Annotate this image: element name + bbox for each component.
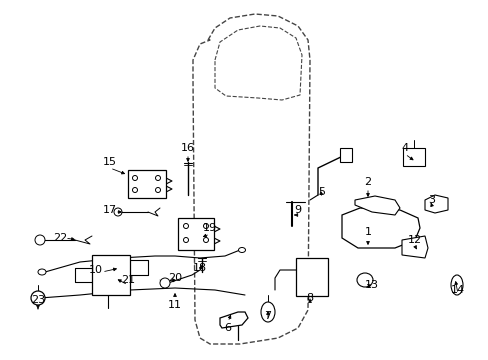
Circle shape	[155, 175, 160, 180]
Text: 17: 17	[103, 205, 117, 215]
Circle shape	[183, 224, 188, 229]
Polygon shape	[354, 196, 399, 215]
Text: 7: 7	[264, 311, 271, 321]
Bar	[92, 255, 130, 295]
Polygon shape	[341, 208, 419, 248]
Text: 4: 4	[401, 143, 408, 153]
Text: 16: 16	[181, 143, 195, 153]
Text: 18: 18	[193, 263, 206, 273]
Circle shape	[155, 188, 160, 193]
Circle shape	[114, 208, 122, 216]
Bar	[128, 170, 165, 198]
Circle shape	[203, 238, 208, 243]
Text: 20: 20	[167, 273, 182, 283]
Text: 12: 12	[407, 235, 421, 245]
Polygon shape	[424, 195, 447, 213]
Ellipse shape	[261, 302, 274, 322]
Bar	[295, 258, 327, 296]
Ellipse shape	[450, 275, 462, 295]
Text: 5: 5	[318, 187, 325, 197]
Polygon shape	[401, 236, 427, 258]
Circle shape	[35, 235, 45, 245]
Circle shape	[132, 188, 137, 193]
Text: 23: 23	[31, 295, 45, 305]
Text: 2: 2	[364, 177, 371, 187]
Bar	[178, 218, 214, 250]
Circle shape	[132, 175, 137, 180]
Text: 15: 15	[103, 157, 117, 167]
Text: 1: 1	[364, 227, 371, 237]
Ellipse shape	[33, 295, 41, 301]
Bar	[402, 148, 424, 166]
Text: 13: 13	[364, 280, 378, 290]
Circle shape	[183, 238, 188, 243]
Text: 9: 9	[294, 205, 301, 215]
Text: 11: 11	[168, 300, 182, 310]
Polygon shape	[220, 312, 247, 328]
Text: 8: 8	[306, 293, 313, 303]
Text: 10: 10	[89, 265, 103, 275]
Text: 14: 14	[450, 285, 464, 295]
Ellipse shape	[31, 291, 45, 305]
Circle shape	[203, 224, 208, 229]
Circle shape	[160, 278, 170, 288]
Text: 6: 6	[224, 323, 231, 333]
Text: 21: 21	[121, 275, 135, 285]
Ellipse shape	[38, 269, 46, 275]
Bar	[339, 148, 351, 162]
Ellipse shape	[356, 273, 372, 287]
Text: 22: 22	[53, 233, 67, 243]
Ellipse shape	[238, 248, 245, 252]
Text: 3: 3	[427, 195, 435, 205]
Text: 19: 19	[203, 223, 217, 233]
